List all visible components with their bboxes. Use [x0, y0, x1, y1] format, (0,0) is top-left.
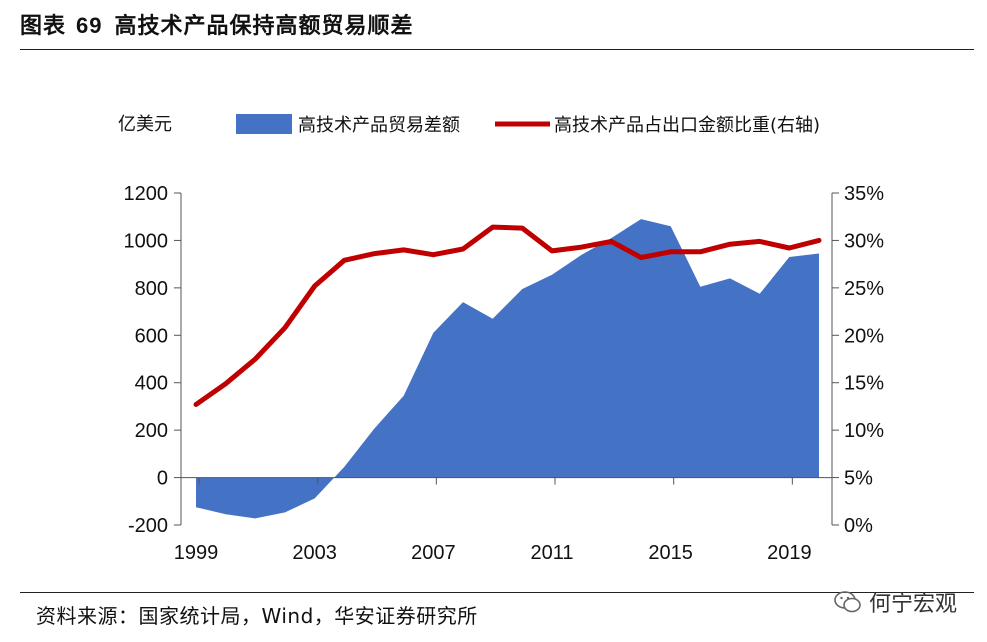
left-axis-tick-label: 0 — [157, 468, 168, 490]
left-axis-tick-label: 400 — [135, 373, 168, 395]
right-axis-tick-label: 20% — [844, 325, 884, 347]
right-axis-tick-label: 35% — [844, 183, 884, 205]
bottom-divider — [20, 592, 974, 593]
source-note: 资料来源：国家统计局，Wind，华安证券研究所 — [36, 604, 478, 628]
x-axis-tick-label: 1999 — [174, 542, 219, 564]
left-axis-unit-label: 亿美元 — [118, 114, 172, 135]
right-axis-tick-label: 5% — [844, 468, 873, 490]
figure-title: 高技术产品保持高额贸易顺差 — [114, 14, 414, 39]
legend-label-line: 高技术产品占出口金额比重(右轴) — [554, 115, 820, 136]
left-axis-tick-label: 1200 — [124, 183, 169, 205]
figure-number: 69 — [76, 13, 103, 38]
top-divider — [20, 49, 974, 50]
left-axis-tick-label: 1000 — [124, 230, 169, 252]
left-axis-tick-label: 200 — [135, 420, 168, 442]
x-axis-tick-label: 2007 — [411, 542, 456, 564]
left-axis-tick-label: 600 — [135, 325, 168, 347]
right-axis-tick-label: 30% — [844, 230, 884, 252]
watermark: 何宁宏观 — [833, 586, 957, 618]
watermark-text: 何宁宏观 — [868, 592, 957, 617]
chart: -200 0 200 400 600 800 1000 1200 0% 5% 10% 15% 20% 25… — [118, 114, 884, 564]
right-axis-tick-label: 15% — [844, 373, 884, 395]
x-axis-tick-label: 2019 — [767, 542, 812, 564]
legend-swatch-area — [236, 114, 292, 134]
right-axis-tick-label: 10% — [844, 420, 884, 442]
x-axis-tick-label: 2015 — [648, 542, 693, 564]
line-series-export-share — [193, 224, 822, 407]
area-series-trade-balance — [196, 219, 819, 519]
chart-title-bar: 图表 69 高技术产品保持高额贸易顺差 — [20, 8, 414, 44]
left-axis-tick-label: 800 — [135, 278, 168, 300]
x-axis-tick-label: 2011 — [530, 542, 573, 564]
right-axis-tick-label: 0% — [844, 515, 873, 537]
x-axis-tick-label: 2003 — [292, 542, 337, 564]
figure-prefix: 图表 — [20, 14, 67, 39]
wechat-icon — [834, 591, 861, 613]
left-axis-tick-label: -200 — [128, 515, 168, 537]
right-axis-tick-label: 25% — [844, 278, 884, 300]
legend-label-area: 高技术产品贸易差额 — [298, 115, 460, 136]
